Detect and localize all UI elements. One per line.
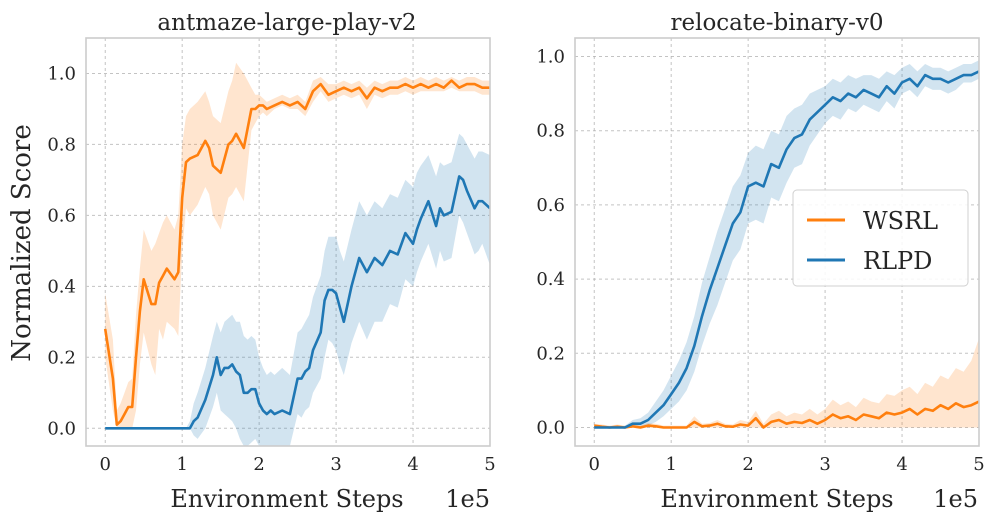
axes-frame xyxy=(85,37,491,447)
x-axis-label: Environment Steps xyxy=(660,485,893,513)
x-tick-label: 4 xyxy=(407,454,418,475)
y-tick-label: 1.0 xyxy=(47,63,76,84)
y-tick-label: 0.8 xyxy=(47,134,76,155)
y-tick-label: 0.4 xyxy=(47,276,76,297)
x-axis-offset-label: 1e5 xyxy=(445,485,490,513)
plot-area xyxy=(594,60,979,429)
x-tick-label: 2 xyxy=(742,454,753,475)
legend-label-rlpd: RLPD xyxy=(863,247,932,275)
confidence-band-rlpd xyxy=(105,133,490,446)
y-tick-label: 0.2 xyxy=(47,347,76,368)
series-line-rlpd xyxy=(594,70,979,429)
series-line-rlpd xyxy=(105,175,490,430)
y-tick-label: 0.6 xyxy=(47,205,76,226)
confidence-band-wsrl xyxy=(594,338,979,428)
y-axis-label: Normalized Score xyxy=(7,124,37,361)
chart-panel-relocate: relocate-binary-v0 Environment Steps 1e5… xyxy=(536,10,984,513)
series-line-wsrl xyxy=(103,79,490,426)
chart-title: relocate-binary-v0 xyxy=(670,10,883,36)
x-tick-label: 2 xyxy=(253,454,264,475)
x-tick-label: 3 xyxy=(819,454,830,475)
y-tick-label: 0.0 xyxy=(47,418,76,439)
axes-frame xyxy=(574,37,980,447)
legend-box xyxy=(792,189,969,287)
x-tick-label: 4 xyxy=(896,454,907,475)
plot-area xyxy=(103,62,490,446)
confidence-band-wsrl xyxy=(105,62,490,429)
legend: WSRL RLPD xyxy=(792,189,969,287)
x-tick-label: 3 xyxy=(330,454,341,475)
y-tick-label: 0.4 xyxy=(536,269,565,290)
confidence-band-rlpd xyxy=(594,60,979,428)
series-line-wsrl xyxy=(594,400,979,429)
y-tick-label: 0.0 xyxy=(536,417,565,438)
y-tick-label: 1.0 xyxy=(536,47,565,68)
x-tick-label: 1 xyxy=(665,454,676,475)
x-tick-label: 0 xyxy=(589,454,600,475)
y-tick-label: 0.6 xyxy=(536,195,565,216)
x-tick-label: 0 xyxy=(100,454,111,475)
x-tick-label: 5 xyxy=(973,454,984,475)
y-tick-label: 0.2 xyxy=(536,343,565,364)
chart-panel-antmaze: antmaze-large-play-v2 Environment Steps … xyxy=(47,10,495,513)
x-tick-label: 1 xyxy=(176,454,187,475)
y-tick-label: 0.8 xyxy=(536,121,565,142)
x-axis-offset-label: 1e5 xyxy=(933,485,978,513)
chart-title: antmaze-large-play-v2 xyxy=(157,10,416,36)
x-tick-label: 5 xyxy=(484,454,495,475)
x-axis-label: Environment Steps xyxy=(170,485,403,513)
legend-label-wsrl: WSRL xyxy=(863,207,938,235)
